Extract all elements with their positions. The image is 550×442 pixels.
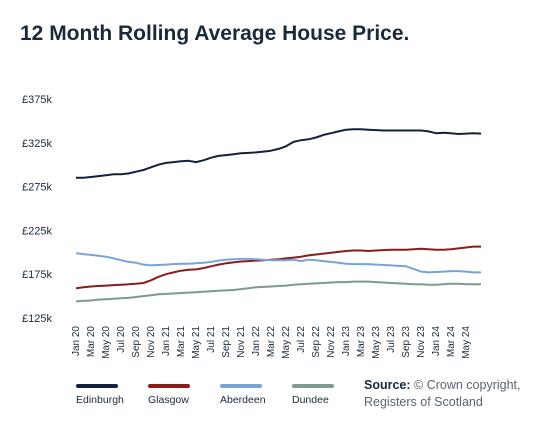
x-tick-label: Jan 24 [431, 326, 442, 356]
x-axis: Jan 20 Mar 20 May 20 Jul 20 Sep 20 Nov 20 Jan … [71, 326, 472, 359]
y-axis: £375k £325k £275k £225k £175k £125k [22, 94, 52, 325]
legend-label: Aberdeen [220, 394, 266, 406]
x-tick-label: Sep 23 [401, 326, 412, 358]
x-tick-label: Sep 22 [311, 326, 322, 358]
legend-swatch [148, 384, 190, 388]
source-note: Source: © Crown copyright, Registers of … [364, 377, 521, 411]
x-tick-label: Mar 24 [446, 326, 457, 358]
source-label: Source: [364, 378, 411, 392]
series-lines [75, 128, 482, 303]
legend-swatch [292, 384, 334, 388]
chart-title: 12 Month Rolling Average House Price. [20, 22, 410, 45]
x-tick-label: May 21 [191, 326, 202, 359]
legend-label: Edinburgh [76, 394, 124, 406]
legend-swatch [76, 384, 118, 388]
x-tick-label: May 23 [371, 326, 382, 359]
x-tick-label: Jul 20 [116, 326, 127, 353]
x-tick-label: Mar 21 [176, 326, 187, 358]
series-line-glasgow [75, 245, 481, 290]
x-tick-label: May 20 [101, 326, 112, 359]
legend: Edinburgh Glasgow Aberdeen Dundee [76, 384, 366, 414]
x-tick-label: Mar 23 [356, 326, 367, 358]
x-tick-label: Nov 22 [326, 326, 337, 358]
series-line-edinburgh [76, 128, 482, 179]
x-tick-label: Jan 22 [251, 326, 262, 356]
y-tick-label: £225k [22, 225, 52, 237]
series-line-dundee [75, 280, 481, 303]
x-tick-label: Mar 20 [86, 326, 97, 358]
series-line-aberdeen [75, 252, 481, 274]
x-tick-label: Jan 20 [71, 326, 82, 356]
y-tick-label: £275k [22, 182, 52, 194]
x-tick-label: Nov 20 [146, 326, 157, 358]
legend-swatch [220, 384, 262, 388]
x-tick-label: Jan 23 [341, 326, 352, 356]
x-tick-label: May 22 [281, 326, 292, 359]
y-tick-label: £375k [22, 94, 52, 106]
y-tick-label: £175k [22, 269, 52, 281]
x-tick-label: Jul 21 [206, 326, 217, 353]
x-tick-label: May 24 [461, 326, 472, 359]
x-tick-label: Nov 21 [236, 326, 247, 358]
source-line2: Registers of Scotland [364, 395, 483, 409]
source-line1: © Crown copyright, [414, 378, 521, 392]
x-tick-label: Mar 22 [266, 326, 277, 358]
x-tick-label: Jul 22 [296, 326, 307, 353]
x-tick-label: Sep 21 [221, 326, 232, 358]
y-tick-label: £325k [22, 138, 52, 150]
y-tick-label: £125k [22, 313, 52, 325]
legend-label: Glasgow [148, 394, 189, 406]
x-tick-label: Sep 20 [131, 326, 142, 358]
x-tick-label: Nov 23 [416, 326, 427, 358]
x-tick-label: Jan 21 [161, 326, 172, 356]
legend-label: Dundee [292, 394, 329, 406]
x-tick-label: Jul 23 [386, 326, 397, 353]
